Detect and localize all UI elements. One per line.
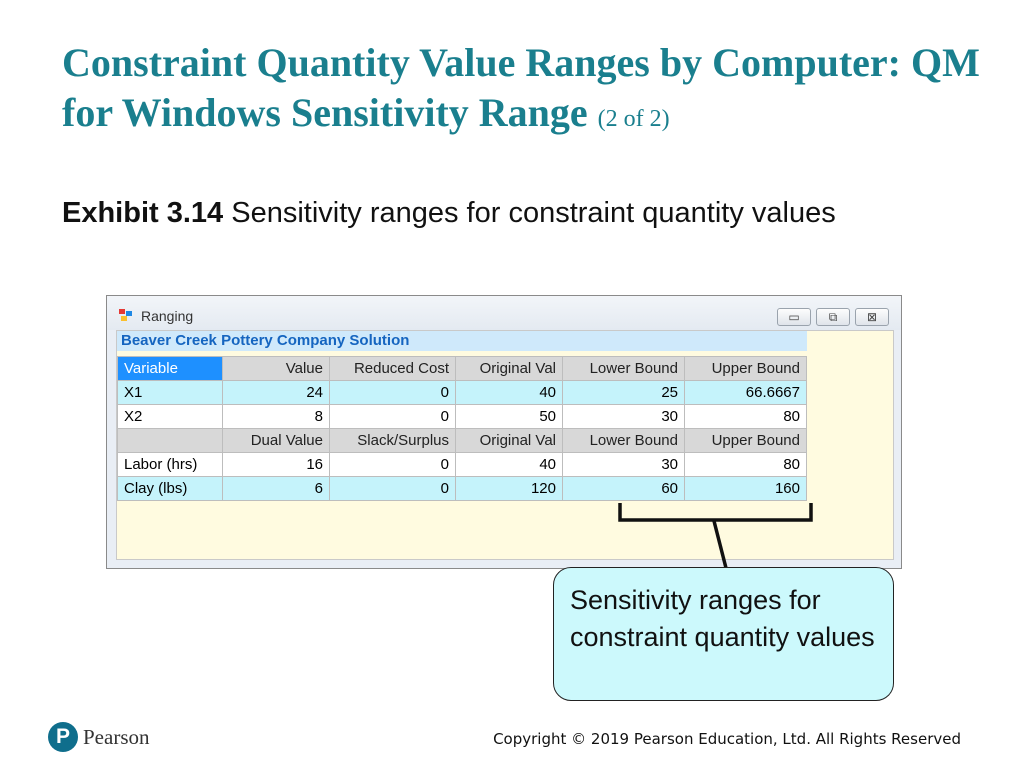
table-cell[interactable]: 0 [329,452,456,477]
window-titlebar[interactable]: Ranging ▭ ⧉ ⊠ [107,296,901,330]
column-header[interactable]: Slack/Surplus [329,428,456,453]
table-cell[interactable]: 0 [329,380,456,405]
table-cell[interactable]: 0 [329,476,456,501]
close-icon: ⊠ [866,310,878,324]
column-header[interactable]: Value [222,356,330,381]
logo-letter: P [55,725,70,748]
copyright-text: Copyright © 2019 Pearson Education, Ltd.… [493,730,961,748]
column-header[interactable]: Original Val [455,428,563,453]
callout-box: Sensitivity ranges for constraint quanti… [553,567,894,701]
table-cell[interactable]: 8 [222,404,330,429]
column-header[interactable]: Lower Bound [562,356,685,381]
variable-header-row: Variable Value Reduced Cost Original Val… [117,356,807,381]
column-header[interactable] [117,428,223,453]
ranging-client-area: Beaver Creek Pottery Company Solution Va… [116,330,894,560]
column-header[interactable]: Dual Value [222,428,330,453]
table-cell[interactable]: 66.6667 [684,380,807,405]
column-header[interactable]: Original Val [455,356,563,381]
slide-title-sub: (2 of 2) [597,106,670,132]
table-row: X1 24 0 40 25 66.6667 [117,380,807,405]
slide-title-main: Constraint Quantity Value Ranges by Comp… [62,40,980,135]
table-cell[interactable]: 30 [562,404,685,429]
table-row: Clay (lbs) 6 0 120 60 160 [117,476,807,501]
table-row: Labor (hrs) 16 0 40 30 80 [117,452,807,477]
column-header[interactable]: Lower Bound [562,428,685,453]
table-cell[interactable]: 30 [562,452,685,477]
table-cell[interactable]: 80 [684,452,807,477]
column-header[interactable]: Reduced Cost [329,356,456,381]
window-title: Ranging [141,308,194,324]
maximize-button[interactable]: ⧉ [816,308,850,326]
brand-name: Pearson [83,725,150,749]
column-header[interactable]: Upper Bound [684,356,807,381]
close-button[interactable]: ⊠ [855,308,889,326]
table-cell[interactable]: 60 [562,476,685,501]
exhibit-text: Sensitivity ranges for constraint quanti… [231,197,836,229]
exhibit-caption: Exhibit 3.14 Sensitivity ranges for cons… [62,194,942,232]
table-cell[interactable]: 160 [684,476,807,501]
table-cell[interactable]: 40 [455,380,563,405]
minimize-button[interactable]: ▭ [777,308,811,326]
table-cell[interactable]: 16 [222,452,330,477]
table-cell[interactable]: 0 [329,404,456,429]
table-cell[interactable]: 50 [455,404,563,429]
maximize-icon: ⧉ [828,309,838,324]
pearson-logo-icon: P [48,722,78,752]
table-cell[interactable]: X2 [117,404,223,429]
table-cell[interactable]: 25 [562,380,685,405]
column-header[interactable]: Variable [117,356,223,381]
table-cell[interactable]: 80 [684,404,807,429]
exhibit-label: Exhibit 3.14 [62,197,224,229]
table-cell[interactable]: Clay (lbs) [117,476,223,501]
constraint-header-row: Dual Value Slack/Surplus Original Val Lo… [117,428,807,453]
ranging-window: Ranging ▭ ⧉ ⊠ Beaver Creek Pottery Compa… [106,295,902,569]
table-cell[interactable]: X1 [117,380,223,405]
table-row: X2 8 0 50 30 80 [117,404,807,429]
table-cell[interactable]: 40 [455,452,563,477]
minimize-icon: ▭ [788,310,800,324]
table-cell[interactable]: 6 [222,476,330,501]
table-cell[interactable]: 120 [455,476,563,501]
table-cell[interactable]: Labor (hrs) [117,452,223,477]
ranging-grid: Variable Value Reduced Cost Original Val… [117,356,807,501]
solution-header: Beaver Creek Pottery Company Solution [117,331,807,351]
column-header[interactable]: Upper Bound [684,428,807,453]
slide-title: Constraint Quantity Value Ranges by Comp… [62,38,1002,144]
ranging-app-icon [119,309,133,321]
table-cell[interactable]: 24 [222,380,330,405]
